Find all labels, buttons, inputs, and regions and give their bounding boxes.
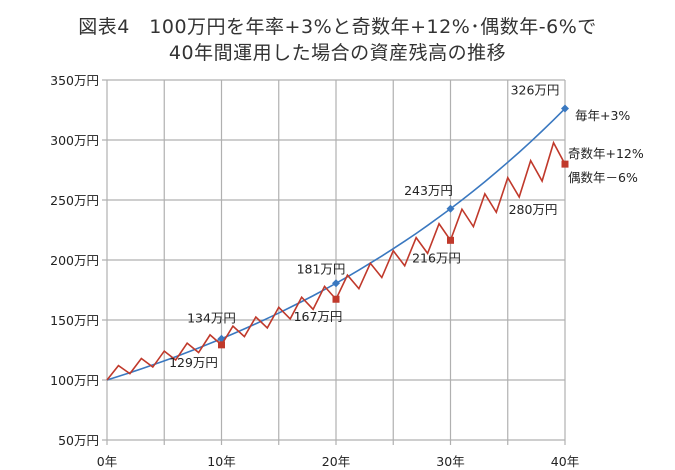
data-marker: [561, 160, 569, 168]
legend-label-3pct: 毎年+3%: [575, 108, 630, 123]
x-tick-label: 0年: [97, 454, 117, 469]
x-tick-label: 40年: [551, 454, 579, 469]
data-label: 129万円: [169, 355, 218, 370]
y-tick-label: 50万円: [58, 433, 99, 448]
data-marker: [332, 295, 340, 303]
y-tick-label: 150万円: [50, 313, 99, 328]
data-marker: [447, 236, 454, 244]
data-label: 181万円: [297, 261, 346, 276]
y-tick-label: 100万円: [50, 373, 99, 388]
x-tick-label: 10年: [207, 454, 235, 469]
data-marker: [218, 341, 225, 349]
legend-label-alternating-line1: 奇数年+12%: [568, 146, 644, 161]
data-label: 280万円: [509, 202, 558, 217]
data-label: 216万円: [412, 250, 461, 265]
y-tick-label: 200万円: [50, 253, 99, 268]
data-label: 134万円: [187, 311, 236, 326]
data-label: 326万円: [511, 83, 560, 98]
x-tick-label: 30年: [436, 454, 464, 469]
data-marker: [332, 279, 340, 288]
y-tick-label: 350万円: [50, 73, 99, 88]
data-label: 167万円: [294, 309, 343, 324]
data-marker: [561, 104, 569, 113]
x-tick-label: 20年: [322, 454, 350, 469]
chart-title-line2: 40年間運用した場合の資産残高の推移: [168, 42, 507, 64]
chart-title-line1: 図表4 100万円を年率+3%と奇数年+12%･偶数年-6%で: [78, 16, 597, 38]
data-label: 243万円: [404, 183, 453, 198]
data-marker: [446, 204, 455, 213]
y-tick-label: 250万円: [50, 193, 99, 208]
y-tick-label: 300万円: [50, 133, 99, 148]
legend-label-alternating-line2: 偶数年－6%: [568, 170, 638, 185]
